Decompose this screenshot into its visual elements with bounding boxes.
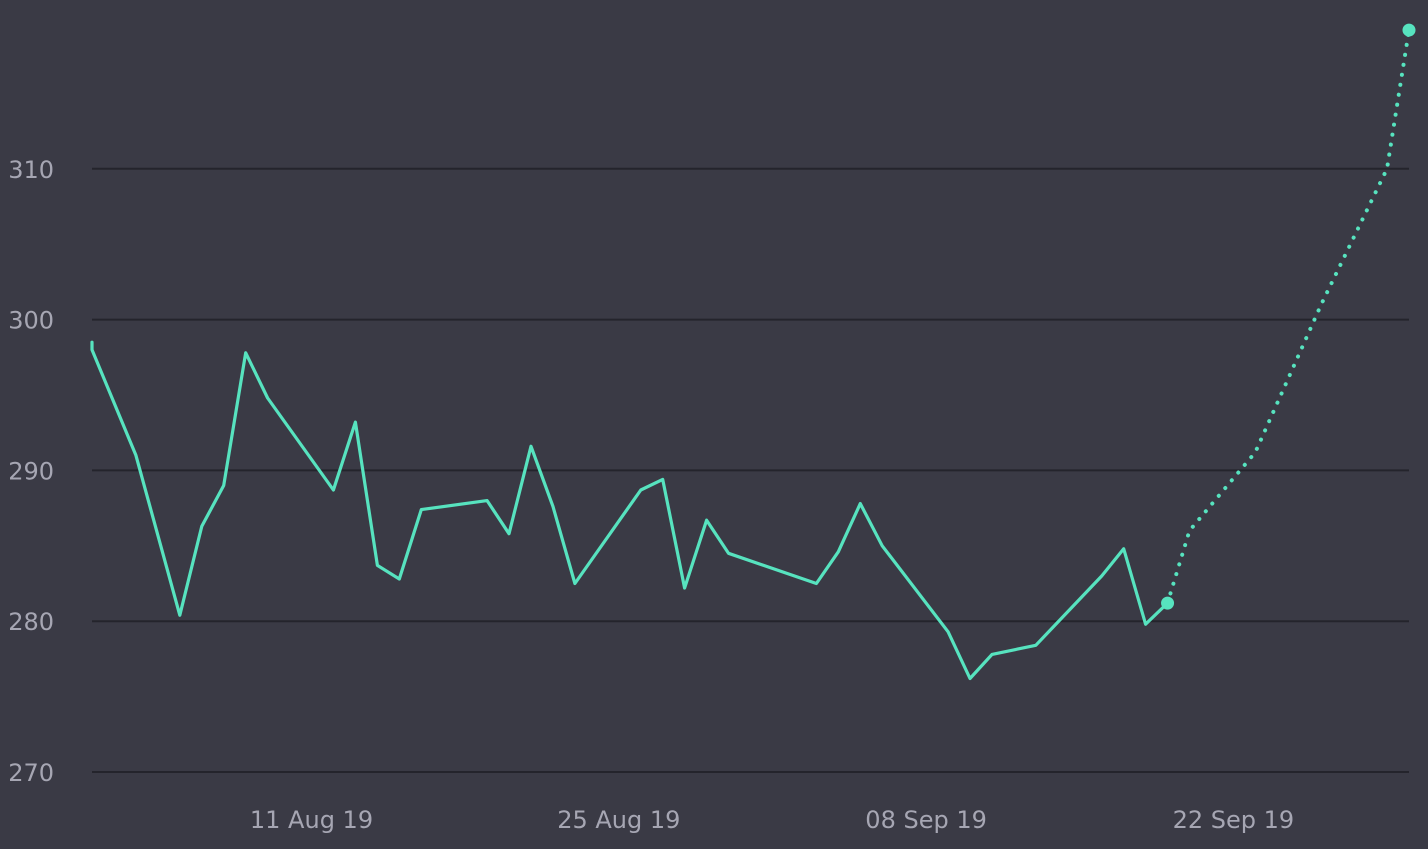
x-tick-label: 08 Sep 19: [865, 806, 987, 834]
grid: [92, 167, 1409, 773]
x-axis: 11 Aug 19 25 Aug 19 08 Sep 19 22 Sep 19: [250, 806, 1294, 834]
forecast-start-point: [1161, 596, 1175, 610]
x-tick-label: 11 Aug 19: [250, 806, 373, 834]
y-tick-label: 310: [8, 156, 54, 184]
x-tick-label: 22 Sep 19: [1173, 806, 1295, 834]
series-line: [90, 340, 1170, 681]
y-tick-label: 300: [8, 307, 54, 335]
y-axis: 270 280 290 300 310: [8, 156, 54, 787]
y-tick-label: 280: [8, 608, 54, 636]
y-tick-label: 270: [8, 759, 54, 787]
y-tick-label: 290: [8, 457, 54, 485]
x-tick-label: 25 Aug 19: [557, 806, 680, 834]
forecast-end-point: [1402, 23, 1416, 37]
forecast-series-line: [1165, 28, 1411, 606]
series-layer: [90, 23, 1416, 681]
